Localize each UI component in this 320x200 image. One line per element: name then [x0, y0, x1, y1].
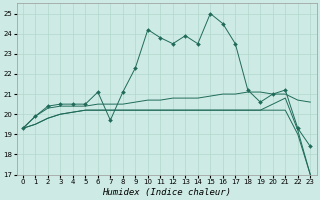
X-axis label: Humidex (Indice chaleur): Humidex (Indice chaleur) — [102, 188, 231, 197]
